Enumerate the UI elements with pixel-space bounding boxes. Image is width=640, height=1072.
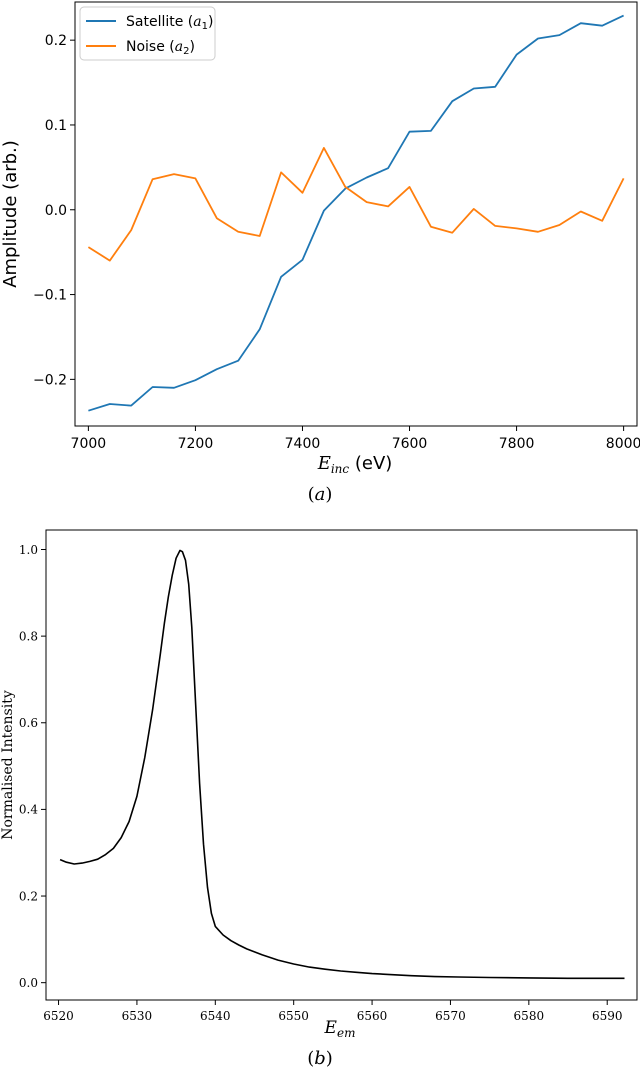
chart-b-ytick-label: 0.0: [19, 976, 38, 990]
chart-b-ytick-label: 0.6: [19, 716, 38, 730]
chart-b-xtick-label: 6530: [122, 1009, 153, 1023]
chart-a-ytick-label: 0.1: [45, 118, 67, 134]
chart-a-lines: [87, 14, 625, 412]
chart-b-lines: [59, 549, 625, 980]
chart-b-plot-frame: [45, 529, 638, 1001]
chart-b-ytick-label: 0.8: [19, 629, 38, 643]
chart-b-ylabel: Normalised Intensity: [0, 690, 16, 840]
chart-a: 7000 7200 7400 7600 7800 8000 −0.2 −0.1 0.0 0.1 0.…: [0, 1, 640, 505]
chart-a-legend: Satellite (a1) Noise (a2): [79, 6, 216, 61]
chart-b-ytick-label: 0.4: [19, 803, 38, 817]
chart-b-ticks: 6520 6530 6540 6550 6560 6570 6580 6590 0.0 0.2 0.…: [19, 543, 623, 1023]
chart-b: 6520 6530 6540 6550 6560 6570 6580 6590 0.0 0.2 0.…: [0, 529, 638, 1069]
chart-a-xtick-label: 7800: [499, 436, 535, 452]
chart-a-ytick-label: −0.2: [33, 372, 67, 388]
chart-a-xtick-label: 8000: [606, 436, 640, 452]
chart-a-ytick-label: 0.2: [45, 33, 67, 49]
chart-b-ytick-label: 1.0: [19, 543, 38, 557]
chart-b-xlabel: Eem: [324, 1018, 356, 1040]
legend-label-satellite: Satellite (a1): [126, 14, 213, 32]
chart-a-ylabel: Amplitude (arb.): [0, 140, 21, 288]
chart-a-plot-frame: [74, 1, 638, 427]
chart-a-ticks: 7000 7200 7400 7600 7800 8000 −0.2 −0.1 0.0 0.1 0.…: [33, 33, 640, 452]
chart-b-ytick-label: 0.2: [19, 889, 38, 903]
chart-a-caption: (a): [308, 484, 333, 505]
chart-b-xtick-label: 6540: [200, 1009, 231, 1023]
chart-b-xtick-label: 6550: [278, 1009, 309, 1023]
chart-b-caption: (b): [307, 1048, 333, 1069]
chart-a-series-line-satellite: [88, 14, 624, 412]
chart-a-xtick-label: 7200: [178, 436, 214, 452]
legend-label-noise: Noise (a2): [126, 39, 195, 57]
chart-b-xtick-label: 6580: [514, 1009, 545, 1023]
chart-a-ytick-label: 0.0: [45, 203, 67, 219]
chart-b-xtick-label: 6570: [435, 1009, 466, 1023]
chart-a-series-line-noise: [87, 146, 625, 262]
chart-b-xtick-label: 6520: [43, 1009, 74, 1023]
chart-a-xtick-label: 7400: [285, 436, 321, 452]
chart-a-xlabel: Einc (eV): [317, 453, 393, 476]
chart-b-xtick-label: 6560: [357, 1009, 388, 1023]
chart-a-xtick-label: 7000: [71, 436, 107, 452]
chart-a-xtick-label: 7600: [392, 436, 428, 452]
chart-a-ytick-label: −0.1: [33, 288, 67, 304]
chart-b-series-line-intensity: [59, 549, 625, 980]
chart-b-xtick-label: 6590: [592, 1009, 623, 1023]
